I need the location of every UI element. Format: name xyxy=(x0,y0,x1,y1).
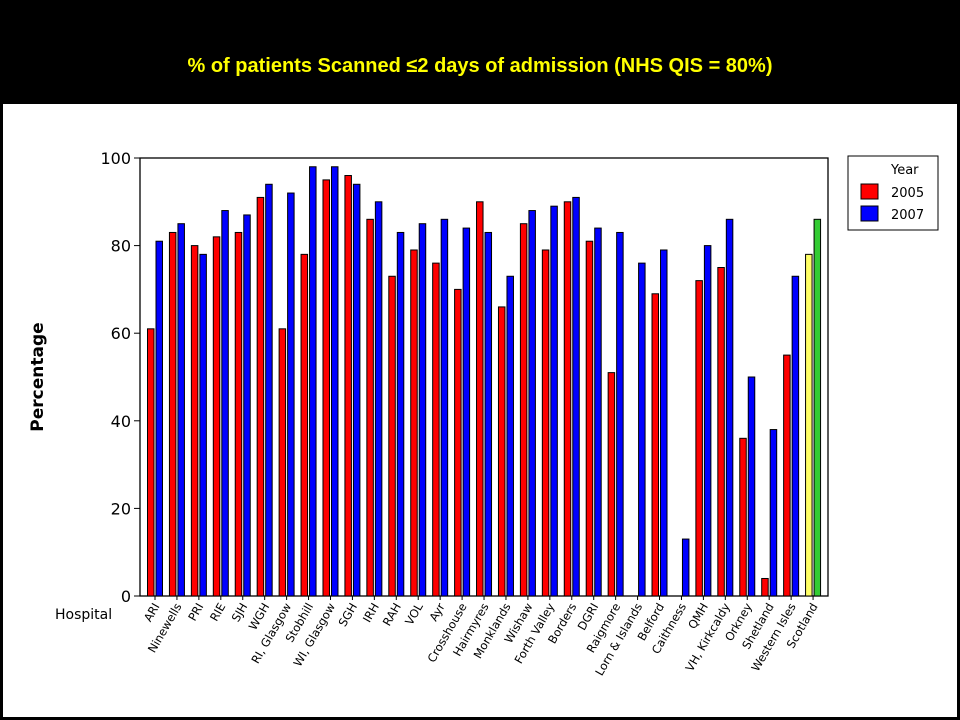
bar-2005 xyxy=(190,245,199,597)
bar-2007 xyxy=(594,227,602,597)
bar-2007 xyxy=(243,214,251,597)
legend-swatch-2007 xyxy=(860,205,879,222)
x-tick-label: PRI xyxy=(185,601,206,624)
chart-title: % of patients Scanned ≤2 days of admissi… xyxy=(187,55,773,77)
bar-2005 xyxy=(168,231,177,597)
bar-2007 xyxy=(462,227,471,597)
y-tick-label: 100 xyxy=(100,149,131,168)
title-bar: % of patients Scanned ≤2 days of admissi… xyxy=(0,0,960,104)
y-tick-label: 60 xyxy=(111,324,131,343)
bar-2007 xyxy=(330,166,339,597)
bar-2007 xyxy=(221,210,229,597)
bar-2007 xyxy=(396,231,405,597)
bar-2005 xyxy=(147,328,155,597)
bar-2007 xyxy=(484,231,493,597)
x-tick-label: Ayr xyxy=(426,600,448,623)
bar-2007 xyxy=(660,249,668,597)
bar-2005 xyxy=(805,253,813,597)
x-tick-label: SGH xyxy=(335,601,360,630)
bar-2007 xyxy=(199,253,207,597)
bar-2005 xyxy=(563,201,572,597)
bar-2005 xyxy=(783,354,791,597)
bar-2005 xyxy=(322,179,330,597)
bar-2005 xyxy=(695,280,703,597)
y-tick-label: 0 xyxy=(121,587,131,606)
x-axis-label: Hospital xyxy=(55,607,112,623)
x-tick-label: ARI xyxy=(141,601,163,625)
bar-2007 xyxy=(791,275,800,597)
legend-swatch-2005 xyxy=(860,183,879,200)
bar-2007 xyxy=(418,223,427,597)
bar-2005 xyxy=(476,201,484,597)
bar-2007 xyxy=(506,275,514,597)
bar-2005 xyxy=(256,196,265,597)
y-axis-label: Percentage xyxy=(28,322,48,431)
bar-2005 xyxy=(234,231,243,597)
bar-2005 xyxy=(761,577,769,597)
bar-2007 xyxy=(638,262,646,597)
bar-2007 xyxy=(352,183,361,597)
bar-2005 xyxy=(300,253,309,597)
bar-2007 xyxy=(813,218,822,597)
x-tick-label: VOL xyxy=(402,600,426,628)
bar-2005 xyxy=(388,275,396,597)
bar-2007 xyxy=(309,166,317,597)
bar-2007 xyxy=(287,192,295,597)
bar-2005 xyxy=(717,267,725,597)
x-tick-label: IRH xyxy=(360,601,382,625)
y-tick-label: 20 xyxy=(111,499,131,518)
bar-2007 xyxy=(440,218,449,597)
x-tick-label: RIE xyxy=(207,601,228,624)
x-tick-label: RAH xyxy=(380,601,404,629)
bar-2007 xyxy=(703,245,712,597)
legend-label-2005: 2005 xyxy=(891,186,924,201)
bar-2005 xyxy=(585,240,594,597)
bar-2005 xyxy=(278,328,287,597)
bar-2005 xyxy=(739,437,747,597)
bar-2005 xyxy=(212,236,221,597)
bar-2007 xyxy=(725,218,734,597)
bar-2005 xyxy=(366,218,374,597)
y-tick-label: 80 xyxy=(111,237,131,256)
legend-label-2007: 2007 xyxy=(891,208,924,223)
bar-2005 xyxy=(541,249,550,597)
bar-2007 xyxy=(747,376,756,597)
bar-2005 xyxy=(454,288,462,597)
chart-panel: 0 20 40 60 80 100 Percentage Hospital ARI Ninewel… xyxy=(3,104,957,717)
bar-2007 xyxy=(572,196,580,597)
bar-2007 xyxy=(155,240,163,597)
bar-2007 xyxy=(528,210,536,597)
y-tick-label: 40 xyxy=(111,412,131,431)
bar-2007 xyxy=(374,201,383,597)
bar-2007 xyxy=(681,538,690,597)
bar-2005 xyxy=(607,372,616,597)
bar-2007 xyxy=(769,429,778,597)
bar-2007 xyxy=(265,183,273,597)
bar-2005 xyxy=(432,262,440,597)
legend-title: Year xyxy=(890,163,919,178)
bar-2007 xyxy=(616,231,624,597)
bar-2005 xyxy=(410,249,418,597)
x-tick-label: SJH xyxy=(229,601,251,625)
bar-2007 xyxy=(550,205,558,597)
bar-2007 xyxy=(177,223,185,597)
bar-2005 xyxy=(497,306,506,597)
bar-2005 xyxy=(344,175,352,597)
bar-2005 xyxy=(519,223,528,597)
bar-2005 xyxy=(651,293,660,597)
